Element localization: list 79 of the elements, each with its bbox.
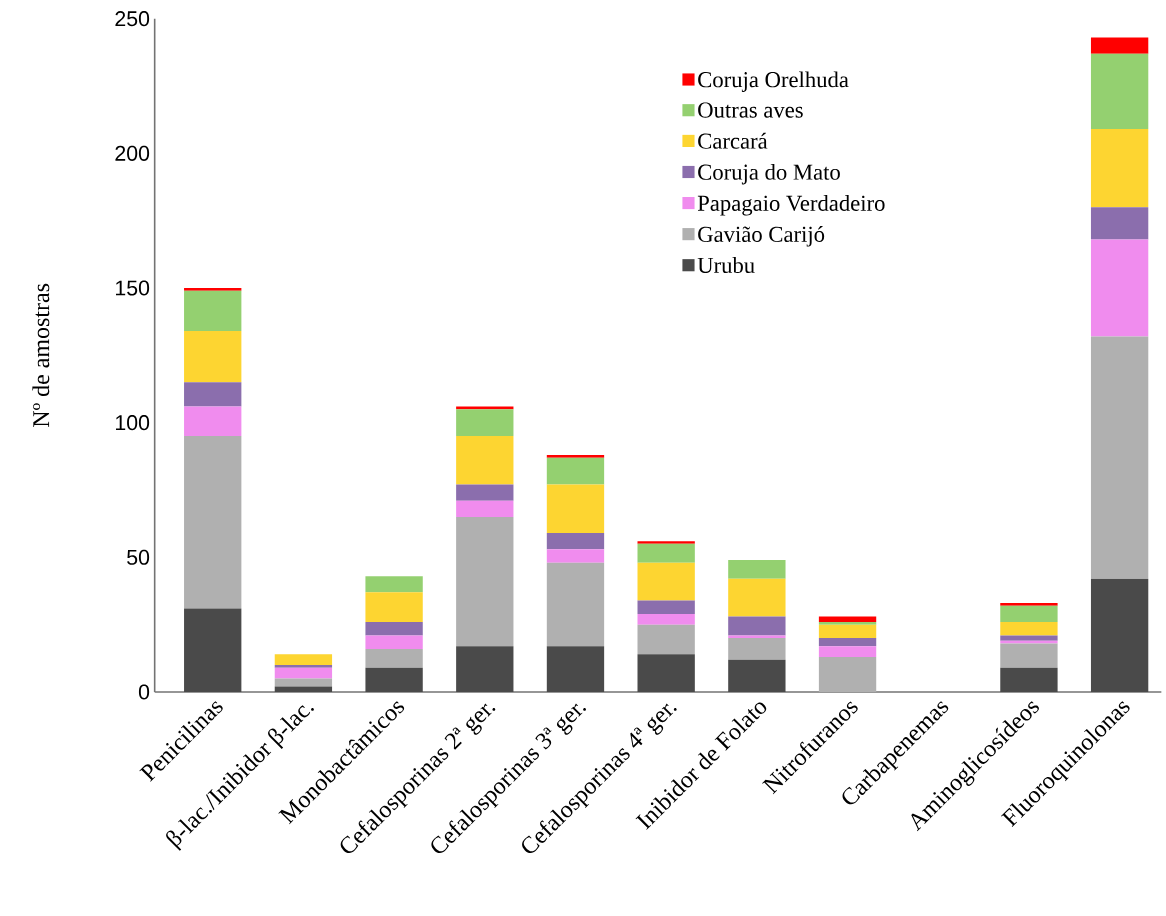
bar	[1090, 336, 1149, 579]
bar	[456, 500, 514, 517]
bar	[456, 516, 514, 647]
y-tick-label: 50	[127, 549, 150, 565]
bar	[274, 686, 333, 692]
bar	[274, 667, 333, 679]
bar	[546, 646, 605, 692]
bar	[818, 646, 877, 657]
bar	[546, 457, 605, 485]
bar	[274, 665, 333, 668]
bar	[1090, 578, 1149, 692]
bar	[637, 624, 695, 655]
bar	[818, 616, 877, 622]
bar	[728, 638, 786, 660]
bar	[728, 635, 786, 639]
bar	[365, 635, 423, 649]
bar	[546, 549, 605, 563]
bar	[728, 659, 786, 692]
bar	[546, 562, 605, 647]
bar	[637, 562, 695, 601]
legend-label: Outras aves	[698, 102, 803, 118]
bar	[728, 578, 786, 617]
bar	[456, 409, 514, 437]
y-tick-label: 250	[115, 11, 150, 27]
bar	[365, 592, 423, 622]
legend-label: Gavião Carijó	[698, 226, 825, 247]
legend-label: Carcará	[698, 132, 768, 149]
bar	[546, 533, 605, 550]
bar	[456, 406, 514, 410]
bar	[637, 613, 695, 625]
bar	[818, 624, 877, 639]
bar	[1090, 207, 1149, 240]
bar	[456, 646, 514, 692]
bar	[818, 656, 877, 692]
bar	[1090, 239, 1149, 337]
bar	[365, 621, 423, 636]
bar	[184, 436, 242, 609]
bar	[1000, 667, 1058, 692]
bar	[818, 638, 877, 647]
bar	[637, 543, 695, 563]
bar	[1000, 635, 1058, 641]
bar	[818, 621, 877, 625]
bar	[456, 484, 514, 501]
bar	[1000, 640, 1058, 644]
bar	[184, 608, 242, 692]
bar	[728, 616, 786, 636]
bar	[1090, 53, 1149, 130]
bar	[274, 654, 333, 666]
legend-label: Papagaio Verdadeiro	[697, 194, 885, 216]
bar	[546, 454, 605, 458]
bar	[365, 667, 423, 692]
bar	[1000, 621, 1058, 636]
bar	[1000, 603, 1058, 606]
y-tick-label: 150	[116, 280, 150, 296]
bar	[546, 484, 605, 534]
bar	[184, 290, 242, 332]
y-tick-label: 200	[115, 145, 150, 161]
bar	[637, 541, 695, 544]
bar	[637, 600, 695, 614]
y-axis-title: Nº de amostras	[32, 283, 50, 427]
y-tick-label: 100	[116, 415, 150, 431]
bar	[1090, 37, 1149, 54]
bar	[456, 436, 514, 485]
bar	[1090, 129, 1149, 208]
bar	[637, 654, 695, 692]
legend-label: Coruja Orelhuda	[698, 71, 849, 92]
bar	[274, 678, 333, 687]
bar	[365, 576, 423, 593]
bar	[728, 560, 786, 579]
bar	[184, 287, 242, 291]
y-tick-label: 0	[138, 684, 150, 700]
bar	[365, 648, 423, 668]
legend-label: Urubu	[697, 257, 755, 274]
bar	[184, 382, 242, 407]
legend-label: Coruja do Mato	[698, 163, 840, 185]
bar	[184, 406, 242, 437]
bar	[1000, 643, 1058, 668]
bar	[184, 331, 242, 383]
bar	[1000, 605, 1058, 622]
